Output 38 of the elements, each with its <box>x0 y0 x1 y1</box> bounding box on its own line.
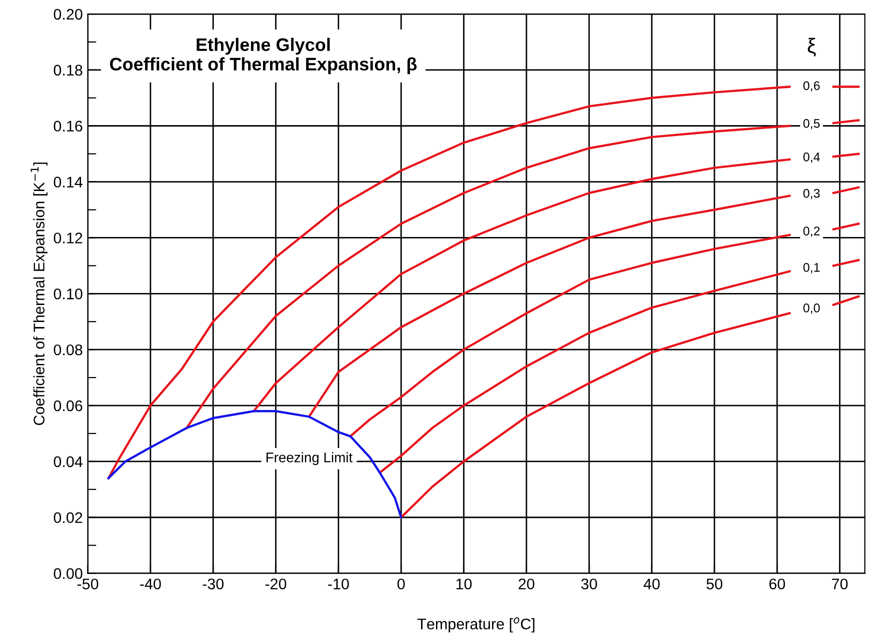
series-label: 0,4 <box>803 152 820 163</box>
line-series <box>107 410 402 518</box>
y-tick-label: 0.02 <box>54 512 82 524</box>
text: Ethylene Glycol <box>196 38 330 55</box>
y-tick-label: 0.04 <box>54 456 82 468</box>
x-tick-label: -10 <box>328 578 349 590</box>
x-axis-title: Temperature [$^{o}$C] <box>417 617 534 632</box>
x-tick-label: -40 <box>140 578 161 590</box>
y-tick-label: 0.00 <box>54 568 82 579</box>
x-tick-label: 40 <box>644 578 660 590</box>
y-tick-label: 0.12 <box>54 232 82 244</box>
y-tick-label: 0.08 <box>54 344 82 356</box>
y-tick-label: 0.14 <box>54 176 82 188</box>
y-tick-label: 0.06 <box>54 400 82 412</box>
series-label: 0,5 <box>803 118 820 130</box>
series-label: 0,0 <box>803 304 820 314</box>
y-tick-label: 0.10 <box>54 288 82 300</box>
y-axis-title: Coefficient of Thermal Expansion [K$^{−1}$] <box>30 162 48 426</box>
x-tick-label: 60 <box>769 578 785 590</box>
x-tick-label: 70 <box>832 578 848 590</box>
x-tick-label: -30 <box>202 578 224 590</box>
series-label: 0,6 <box>803 81 820 92</box>
x-tick-label: 50 <box>706 578 722 590</box>
x-tick-label: 20 <box>518 578 534 590</box>
series-label: Freezing Limit <box>266 452 353 466</box>
x-tick-label: -20 <box>265 578 286 590</box>
series-label: 0,2 <box>803 226 820 237</box>
text: Coefficient of Thermal Expansion, β <box>110 57 417 74</box>
x-tick-label: 10 <box>456 578 472 590</box>
series-label: 0,3 <box>803 188 820 200</box>
y-tick-label: 0.20 <box>54 8 82 20</box>
legend-title: ξ <box>808 38 816 57</box>
x-tick-label: 0 <box>397 578 405 590</box>
y-tick-label: 0.18 <box>54 64 82 76</box>
x-tick-label: 30 <box>581 578 598 590</box>
x-tick-label: -50 <box>77 578 98 590</box>
y-tick-label: 0.16 <box>54 120 82 132</box>
series-label: 0,1 <box>803 262 820 274</box>
